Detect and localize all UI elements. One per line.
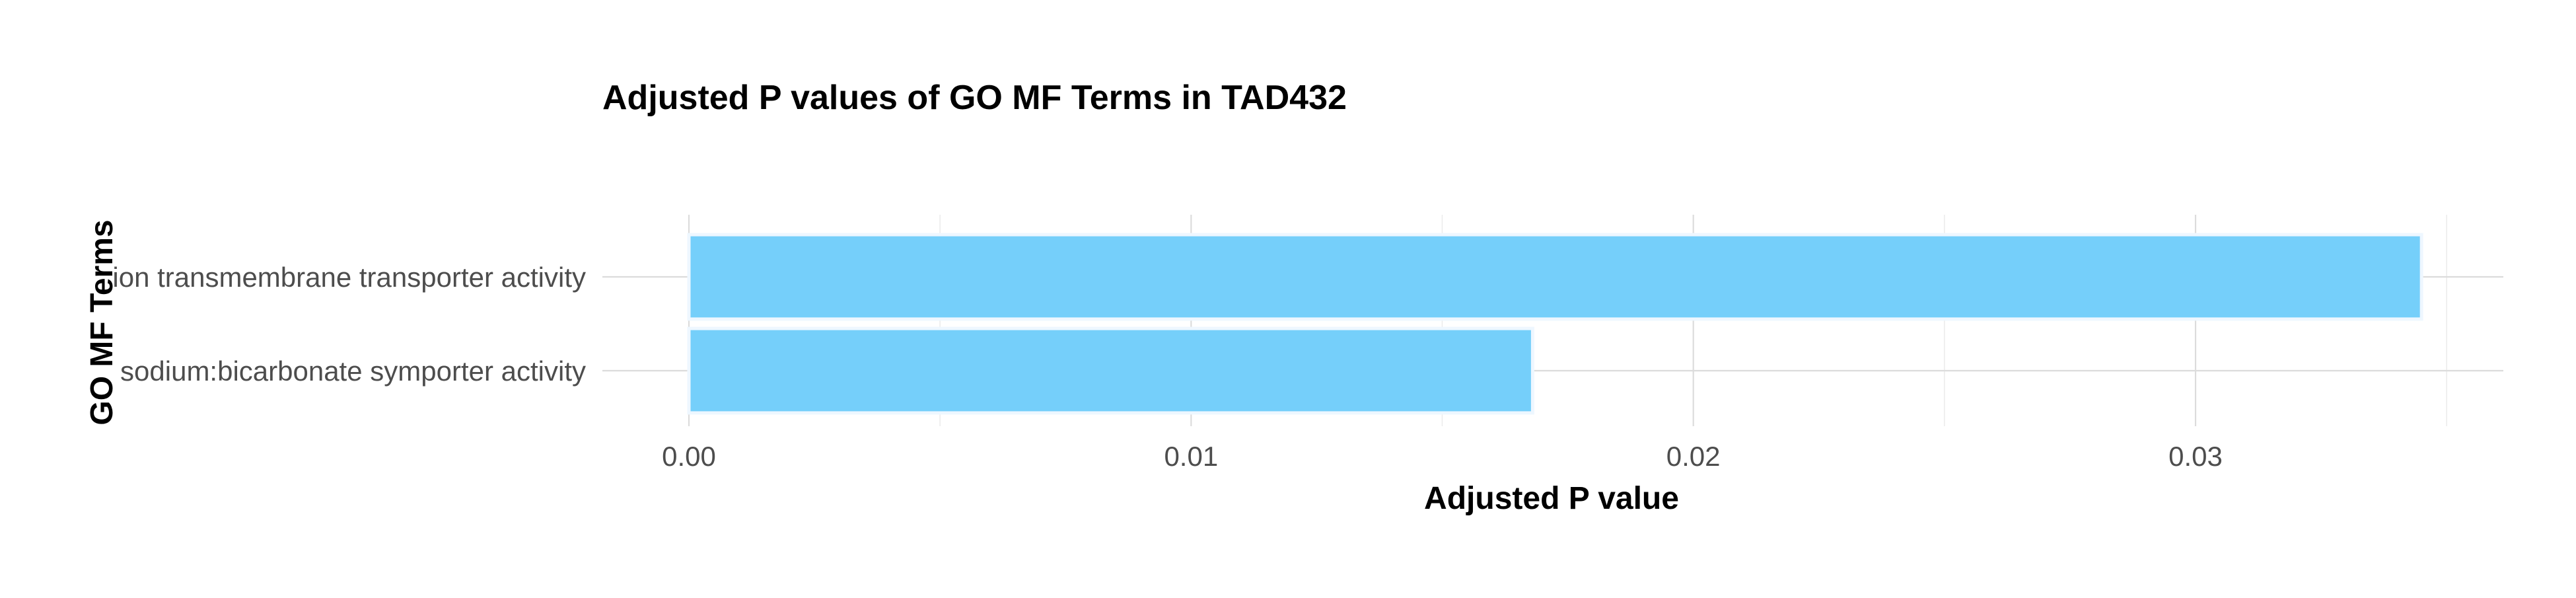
y-tick-labels: ion transmembrane transporter activity so… [112, 262, 586, 387]
y-tick-label: ion transmembrane transporter activity [112, 262, 586, 293]
x-tick-label: 0.00 [662, 441, 716, 472]
x-tick-labels: 0.00 0.01 0.02 0.03 [662, 441, 2223, 472]
x-tick-label: 0.03 [2168, 441, 2223, 472]
chart-title: Adjusted P values of GO MF Terms in TAD4… [602, 79, 1347, 117]
y-tick-label: sodium:bicarbonate symporter activity [120, 355, 586, 387]
y-axis-title: GO MF Terms [85, 219, 120, 425]
bars-group [687, 233, 2423, 415]
x-axis-title: Adjusted P value [1424, 481, 1679, 516]
x-tick-label: 0.01 [1164, 441, 1218, 472]
x-tick-label: 0.02 [1666, 441, 1721, 472]
bar [687, 233, 2423, 321]
bar [687, 326, 1534, 415]
